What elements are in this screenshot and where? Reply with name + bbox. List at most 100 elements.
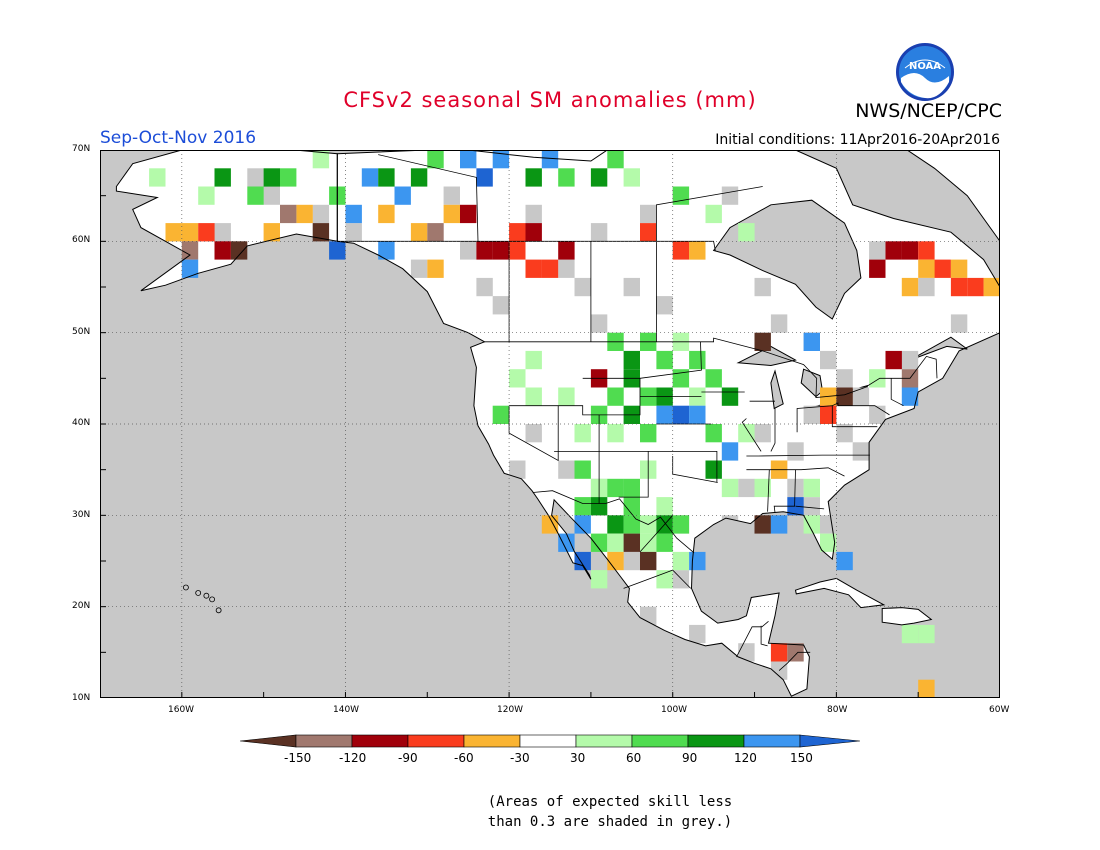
lat-label-70n: 70N — [72, 144, 91, 154]
agency-label: NWS/NCEP/CPC — [855, 100, 1002, 122]
no-skill-cell — [721, 186, 739, 205]
colorbar-label: 120 — [734, 751, 757, 765]
no-skill-cell — [738, 643, 755, 662]
no-skill-cell — [476, 277, 493, 297]
colorbar-swatch — [295, 734, 353, 748]
no-skill-cell — [754, 277, 771, 297]
anomaly-cell — [329, 241, 346, 260]
anomaly-cell — [820, 533, 837, 552]
political-border — [746, 467, 845, 477]
anomaly-cell — [476, 168, 493, 187]
colorbar-label: -60 — [454, 751, 474, 765]
no-skill-cell — [787, 478, 804, 498]
colorbar-label: 60 — [626, 751, 642, 765]
political-border — [509, 377, 641, 416]
anomaly-cell — [672, 405, 690, 424]
no-skill-cell — [640, 204, 657, 224]
no-skill-cell — [558, 259, 575, 278]
political-border — [890, 378, 904, 407]
anomaly-cell — [574, 460, 591, 479]
no-skill-cell — [214, 223, 231, 242]
anomaly-cell — [640, 223, 657, 242]
no-skill-cell — [738, 478, 755, 498]
anomaly-cell — [918, 259, 935, 278]
coastline — [468, 150, 609, 162]
no-skill-cell — [574, 277, 591, 297]
lat-label-30n: 30N — [72, 510, 91, 520]
lon-label-160w: 160W — [168, 705, 195, 715]
anomaly-cell — [787, 643, 804, 662]
skill-note-line1: (Areas of expected skill less — [487, 794, 733, 810]
water-body — [800, 368, 824, 398]
political-border — [508, 405, 559, 462]
anomaly-cell — [410, 223, 428, 242]
anomaly-cell — [558, 168, 575, 187]
no-skill-cell — [410, 259, 428, 278]
lat-label-20n: 20N — [72, 601, 91, 611]
no-skill-cell — [787, 442, 804, 461]
lon-label-120w: 120W — [497, 705, 524, 715]
anomaly-cell — [181, 259, 199, 278]
no-skill-cell — [803, 405, 820, 424]
lat-label-40n: 40N — [72, 418, 91, 428]
anomaly-cell — [869, 369, 886, 388]
anomaly-cell — [525, 223, 542, 242]
anomaly-cell — [672, 241, 690, 260]
colorbar-left-arrow — [240, 734, 297, 748]
coastline — [115, 150, 338, 292]
coastline — [336, 150, 1000, 697]
anomaly-cell — [983, 277, 1000, 297]
political-border — [337, 240, 716, 251]
anomaly-cell — [934, 259, 951, 278]
anomaly-cells — [149, 150, 1000, 698]
anomaly-cell — [263, 223, 280, 242]
anomaly-cell — [672, 186, 690, 205]
land-polygon — [907, 150, 1000, 242]
anomaly-cell — [460, 204, 477, 224]
anomaly-cell — [574, 497, 591, 516]
anomaly-cell — [280, 168, 297, 187]
no-skill-cell — [770, 314, 788, 333]
anomaly-cell — [590, 497, 608, 516]
no-skill-cell — [443, 186, 460, 205]
anomaly-cell — [623, 515, 640, 534]
anomaly-cell — [607, 533, 624, 552]
coastline — [906, 150, 1000, 243]
anomaly-cell — [509, 223, 526, 242]
colorbar-label: 30 — [570, 751, 586, 765]
anomaly-cell — [901, 387, 919, 406]
land-polygon — [795, 578, 884, 608]
no-skill-cell — [705, 551, 722, 571]
chart-title: CFSv2 seasonal SM anomalies (mm) — [343, 88, 757, 112]
no-skill-cell — [460, 241, 477, 260]
political-border — [770, 408, 776, 452]
political-border — [484, 337, 938, 398]
anomaly-cell — [263, 168, 280, 187]
colorbar-swatch — [407, 734, 465, 748]
anomaly-cell — [198, 223, 215, 242]
colorbar-right-arrow — [799, 734, 861, 748]
anomaly-cell — [623, 533, 640, 552]
political-border — [778, 651, 811, 671]
anomaly-cell — [820, 405, 837, 424]
anomaly-cell — [525, 259, 542, 278]
logo-text: NOAA — [909, 61, 941, 72]
colorbar — [240, 734, 861, 748]
anomaly-cell — [836, 551, 853, 571]
coastline — [794, 577, 886, 609]
anomaly-cell — [509, 369, 526, 388]
anomaly-cell — [623, 350, 640, 370]
lon-label-100w: 100W — [661, 705, 688, 715]
anomaly-cell — [623, 478, 640, 498]
anomaly-cell — [312, 150, 330, 169]
anomaly-cell — [607, 478, 624, 498]
political-border — [773, 469, 796, 513]
no-skill-cell — [640, 606, 657, 625]
no-skill-cell — [590, 314, 608, 333]
anomaly-cell — [656, 405, 673, 424]
anomaly-cell — [607, 424, 624, 443]
anomaly-cell — [312, 223, 330, 242]
no-skill-cell — [345, 223, 362, 242]
anomaly-cell — [803, 332, 820, 351]
no-skill-cell — [770, 661, 788, 680]
